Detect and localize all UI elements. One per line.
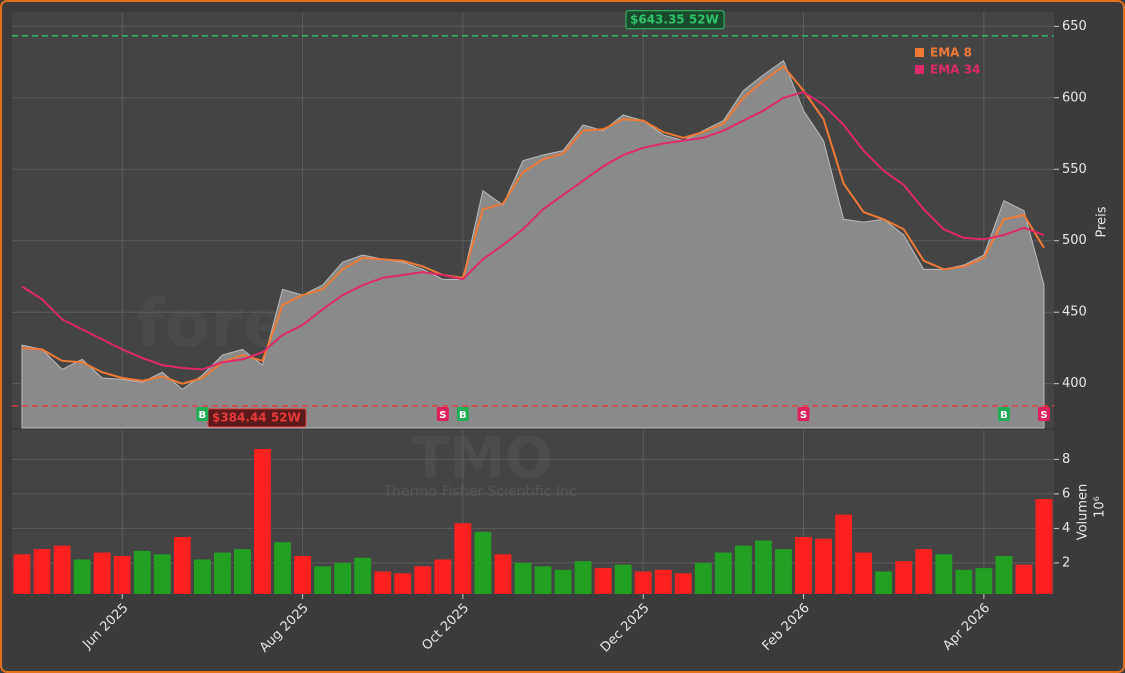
signal-box	[196, 407, 209, 421]
volume-bar	[274, 542, 291, 594]
y-tick-label: 2	[1062, 555, 1070, 570]
volume-bar	[414, 566, 432, 594]
volume-bar	[254, 448, 271, 594]
high-label: $643.35 52W	[630, 12, 719, 26]
high-label-box	[625, 10, 725, 30]
volume-bar	[634, 571, 652, 594]
volume-bar	[314, 566, 332, 594]
ema-line	[21, 90, 1045, 371]
volume-bar	[73, 559, 91, 594]
signal-box	[456, 407, 469, 421]
volume-bar	[734, 545, 752, 594]
signal-label: S	[800, 410, 807, 421]
volume-bar	[1035, 499, 1053, 594]
volume-bar	[574, 561, 592, 594]
volume-bar	[594, 568, 612, 594]
volume-bar	[975, 568, 993, 594]
y-tick-label: 4	[1062, 521, 1070, 536]
volume-bar	[855, 552, 873, 594]
legend-label: EMA 34	[930, 63, 980, 77]
volume-bar	[875, 571, 893, 594]
volume-bar	[915, 549, 933, 594]
ticker-watermark: TMO	[411, 426, 553, 491]
signal-label: S	[439, 410, 446, 421]
volume-bar	[755, 540, 772, 594]
volume-bar	[775, 549, 792, 594]
volume-bar	[33, 549, 51, 594]
y-tick-label: 500	[1062, 233, 1087, 248]
y-tick-label: 650	[1062, 19, 1087, 34]
volume-bar	[955, 569, 973, 594]
signal-label: S	[1040, 410, 1047, 421]
volume-bar	[494, 554, 512, 594]
volume-bar	[334, 562, 352, 594]
volume-bar	[213, 552, 231, 594]
signal-box	[436, 407, 449, 421]
volume-bar	[193, 559, 211, 594]
volume-bar	[173, 537, 191, 594]
volume-bar	[234, 549, 251, 594]
volume-bar	[815, 538, 832, 594]
signal-label: B	[459, 410, 467, 421]
volume-bar	[133, 550, 151, 594]
signal-box	[1037, 407, 1050, 421]
volume-bar	[835, 514, 853, 594]
volume-bar	[614, 564, 632, 594]
legend-swatch	[915, 65, 924, 74]
volume-bar	[113, 556, 131, 594]
y-axis-label: Preis	[1095, 206, 1110, 237]
volume-bar	[554, 569, 572, 594]
volume-bar	[53, 545, 71, 594]
y-tick-label: 400	[1062, 376, 1087, 391]
y-tick-label: 550	[1062, 162, 1087, 177]
volume-bar	[294, 556, 311, 594]
volume-bar	[534, 566, 552, 594]
volume-bar	[895, 561, 913, 594]
volume-bar	[795, 537, 812, 594]
legend-label: EMA 8	[930, 46, 972, 60]
volume-bar	[374, 571, 392, 594]
legend-swatch	[915, 48, 924, 57]
ema-line	[21, 64, 1045, 385]
volume-bar	[394, 573, 412, 594]
volume-bar	[1015, 564, 1033, 594]
volume-bar	[694, 562, 712, 594]
signal-box	[797, 407, 810, 421]
volume-bar	[153, 554, 171, 594]
volume-bar	[93, 552, 111, 594]
signal-label: B	[1000, 410, 1008, 421]
volume-bar	[454, 523, 472, 594]
volume-bar	[13, 554, 31, 594]
signal-label: B	[199, 410, 207, 421]
y-tick-label: 8	[1062, 452, 1070, 467]
volume-bar	[474, 531, 492, 594]
y-tick-label: 600	[1062, 90, 1087, 105]
y-tick-label: 6	[1062, 486, 1070, 501]
volume-axis-label: Volumen	[1076, 484, 1091, 541]
low-label: $384.44 52W	[212, 410, 301, 424]
signal-box	[997, 407, 1010, 421]
volume-bar	[995, 556, 1013, 594]
volume-bar	[514, 562, 532, 594]
price-area	[21, 59, 1045, 429]
company-watermark: Thermo Fisher Scientific Inc	[382, 484, 576, 500]
volume-bar	[354, 557, 372, 594]
volume-bar	[654, 569, 672, 594]
volume-bar	[935, 554, 953, 594]
y-tick-label: 450	[1062, 305, 1087, 320]
volume-bar	[434, 559, 452, 594]
volume-bar	[714, 552, 732, 594]
volume-bar	[674, 573, 692, 594]
volume-multiplier: 10⁶	[1093, 496, 1108, 518]
